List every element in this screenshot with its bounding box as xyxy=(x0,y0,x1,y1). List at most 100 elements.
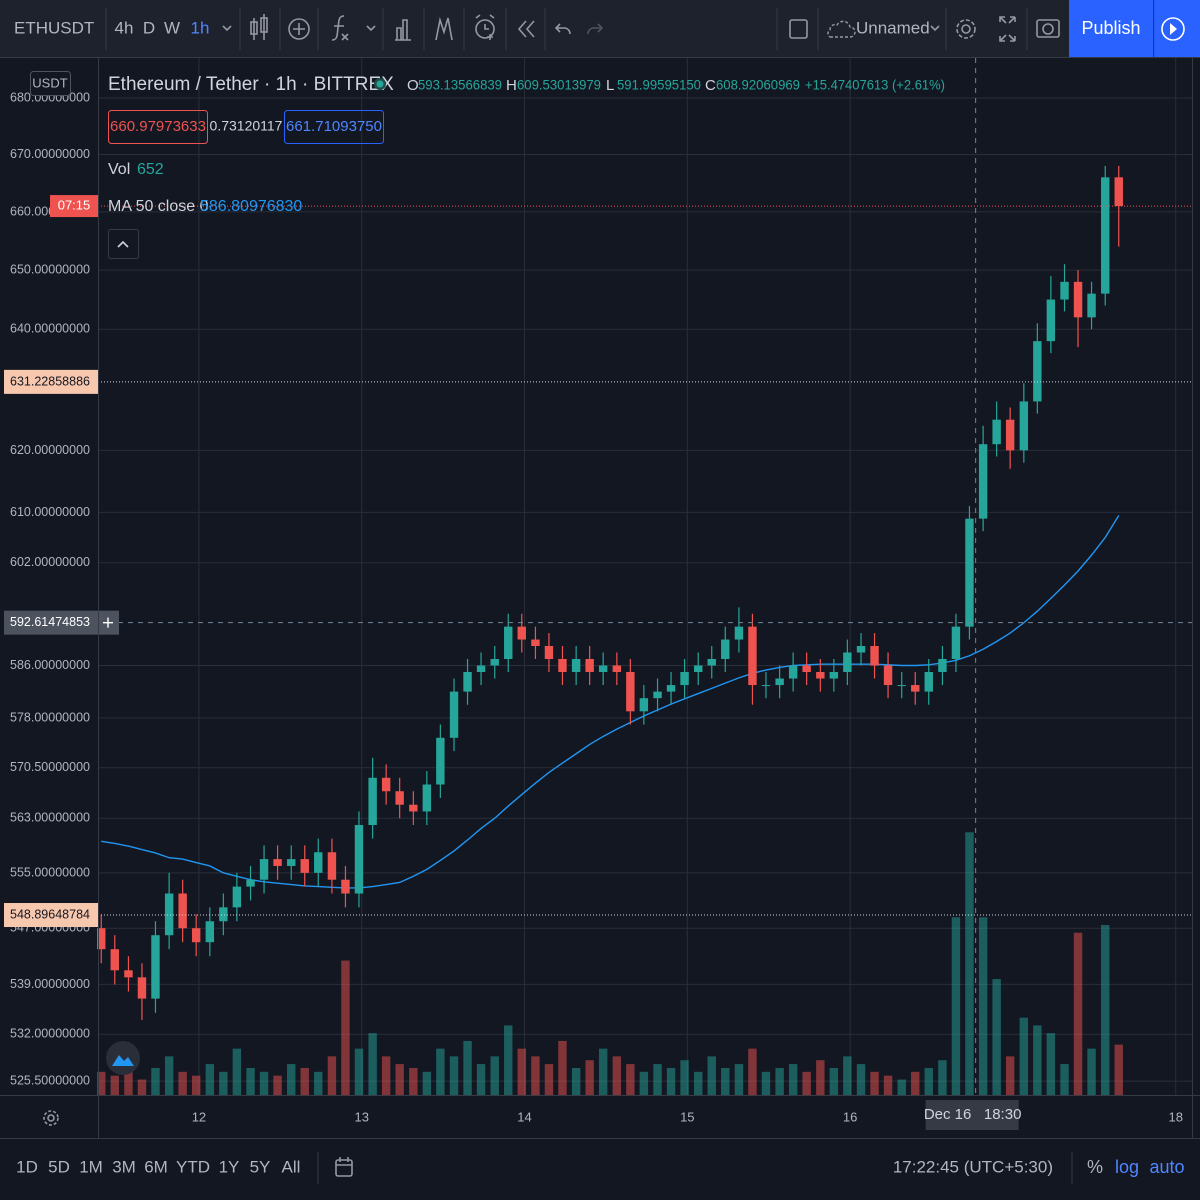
bid-price[interactable]: 660.97973633 xyxy=(110,118,206,135)
ask-box[interactable] xyxy=(284,110,384,144)
publish-label[interactable]: Publish xyxy=(1081,18,1140,38)
crosshair-time-label: Dec 16 18:30 xyxy=(924,1106,1022,1123)
ohlc-value: 591.99595150 xyxy=(617,77,701,93)
log-toggle[interactable]: log xyxy=(1115,1157,1139,1177)
candle-body xyxy=(978,444,988,519)
stream-button[interactable] xyxy=(1154,0,1200,57)
crosshair-time-marker xyxy=(925,1100,1019,1130)
layout-name[interactable]: Unnamed xyxy=(856,18,930,37)
candle-body xyxy=(205,921,215,943)
candle-body xyxy=(843,652,852,673)
logo-button[interactable] xyxy=(106,1041,140,1075)
alert-icon[interactable] xyxy=(475,14,495,40)
y-tick-label: 525.50000000 xyxy=(10,1073,90,1088)
volume-bar xyxy=(694,1071,703,1095)
stream-icon[interactable] xyxy=(1161,17,1185,41)
volume-bar xyxy=(1005,1056,1015,1095)
candle-style-icon[interactable] xyxy=(250,14,268,40)
clock[interactable]: 17:22:45 (UTC+5:30) xyxy=(893,1157,1053,1176)
volume-bar xyxy=(531,1056,540,1095)
auto-toggle[interactable]: auto xyxy=(1149,1157,1184,1177)
cloud-icon[interactable] xyxy=(827,20,856,38)
candle-body xyxy=(219,907,228,922)
candle-body xyxy=(124,970,133,978)
ohlc-legend: O 593.13566839 H 609.53013979 L 591.99595150 C… xyxy=(407,77,945,94)
range-button[interactable]: 3M xyxy=(112,1157,136,1176)
volume-bar xyxy=(449,1056,459,1095)
bid-box[interactable] xyxy=(108,110,208,144)
range-button[interactable]: 5Y xyxy=(250,1157,271,1176)
axes: 680.00000000670.00000000660.00000000650.… xyxy=(4,71,1183,1130)
candle-body xyxy=(531,639,540,647)
range-button[interactable]: 1Y xyxy=(219,1157,240,1176)
countdown-label: 07:15 xyxy=(58,198,91,213)
volume-bar xyxy=(761,1071,771,1095)
spread: 0.73120117 xyxy=(210,118,283,134)
volume-bar xyxy=(883,1075,893,1095)
candle-body xyxy=(1033,341,1042,402)
snapshot-icon[interactable] xyxy=(1036,19,1060,38)
volume-bar xyxy=(164,1056,174,1095)
range-button[interactable]: YTD xyxy=(176,1157,210,1176)
volume-bar xyxy=(802,1071,811,1095)
templates-icon[interactable] xyxy=(435,16,453,41)
fullscreen-icon[interactable] xyxy=(999,16,1016,42)
bottom-bar xyxy=(0,1139,1200,1200)
volume-bar xyxy=(137,1079,147,1095)
candle-body xyxy=(504,626,513,659)
price-marker xyxy=(4,369,98,394)
replay-icon[interactable] xyxy=(517,20,535,38)
indicators-icon[interactable] xyxy=(331,15,376,41)
range-button[interactable]: 1M xyxy=(79,1157,103,1176)
range-button[interactable]: All xyxy=(282,1157,301,1176)
fullscreen-layout-icon[interactable] xyxy=(789,19,808,39)
publish-button[interactable] xyxy=(1069,0,1153,57)
volume-bar xyxy=(721,1067,730,1095)
volume-bar xyxy=(395,1064,404,1095)
candle-body xyxy=(409,804,418,812)
settings-icon[interactable] xyxy=(956,19,976,39)
volume-bar xyxy=(938,1060,947,1095)
y-tick-label: 586.00000000 xyxy=(10,657,90,672)
candle-body xyxy=(775,678,784,686)
candle-body xyxy=(1087,293,1096,318)
volume-bar xyxy=(558,1040,567,1095)
collapse-legend-button[interactable] xyxy=(108,229,139,259)
interval-button[interactable]: D xyxy=(143,18,155,37)
volume-bar xyxy=(639,1071,649,1095)
range-button[interactable]: 1D xyxy=(16,1157,38,1176)
candle-body xyxy=(911,685,920,692)
goto-date-icon[interactable] xyxy=(335,1157,353,1177)
layout-dropdown[interactable] xyxy=(930,25,940,32)
undo-icon[interactable] xyxy=(554,23,571,35)
candle-body xyxy=(666,685,676,692)
price-marker-label: 631.22858886 xyxy=(10,373,90,388)
interval-button[interactable]: 4h xyxy=(115,18,134,37)
interval-button[interactable]: W xyxy=(164,18,180,37)
range-button[interactable]: 5D xyxy=(48,1157,70,1176)
volume-bar xyxy=(626,1064,635,1095)
moving-average-line xyxy=(101,515,1120,889)
redo-icon[interactable] xyxy=(587,23,604,35)
volume-bar xyxy=(829,1067,839,1095)
candle-body xyxy=(1073,281,1083,318)
countdown-marker xyxy=(50,195,98,218)
compare-icon[interactable] xyxy=(288,18,310,40)
financials-icon[interactable] xyxy=(395,19,411,41)
candle-body xyxy=(924,672,933,692)
volume-bar xyxy=(300,1067,309,1095)
symbol[interactable]: ETHUSDT xyxy=(14,18,94,37)
volume-bar xyxy=(205,1064,215,1095)
interval-button[interactable]: 1h xyxy=(191,18,210,37)
volume-bar xyxy=(734,1064,744,1095)
candle-body xyxy=(287,859,296,866)
volume-bar xyxy=(598,1048,608,1095)
interval-dropdown[interactable] xyxy=(222,25,232,32)
volume-bar xyxy=(246,1067,255,1095)
range-button[interactable]: 6M xyxy=(144,1157,168,1176)
percent-toggle[interactable]: % xyxy=(1087,1157,1103,1177)
y-tick-label: 602.00000000 xyxy=(10,554,90,569)
time-axis-settings-icon[interactable] xyxy=(43,1110,59,1126)
volume-bar xyxy=(327,1056,337,1095)
ask-price[interactable]: 661.71093750 xyxy=(286,118,382,135)
